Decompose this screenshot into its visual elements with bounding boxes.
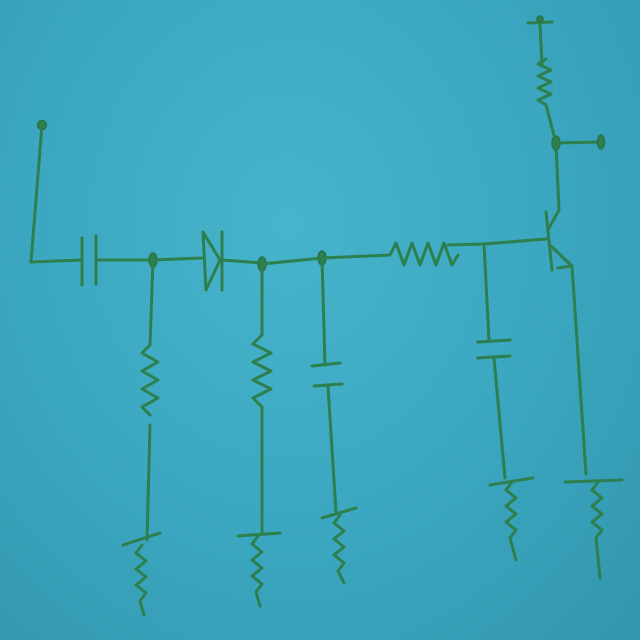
ground-symbol-1 (121, 531, 162, 617)
wire-to-base (446, 237, 548, 247)
shunt-resistor (140, 258, 160, 542)
collector-wire (554, 143, 561, 212)
base-bypass-capacitor (476, 242, 512, 480)
ground-symbol-2 (236, 531, 282, 608)
filter-capacitor (310, 256, 344, 514)
wire-node2-to-node3 (260, 256, 324, 266)
emitter-wire (570, 264, 588, 476)
ground-symbol-5 (563, 478, 624, 580)
coupling-capacitor (80, 234, 98, 287)
wire-node1-to-diode (151, 256, 205, 262)
output-terminal (554, 134, 606, 150)
input-terminal (29, 119, 48, 264)
ground-symbol-4 (488, 476, 535, 562)
wire-diode-to-node2 (220, 258, 264, 265)
load-resistor (251, 262, 273, 535)
npn-transistor (544, 208, 574, 272)
wire-node3-to-base-resistor (320, 253, 392, 260)
ground-symbol-3 (320, 506, 358, 585)
collector-resistor (536, 23, 558, 145)
supply-terminal (526, 15, 554, 25)
input-wire (29, 258, 84, 264)
detector-diode (201, 230, 224, 292)
base-series-resistor (388, 241, 460, 267)
